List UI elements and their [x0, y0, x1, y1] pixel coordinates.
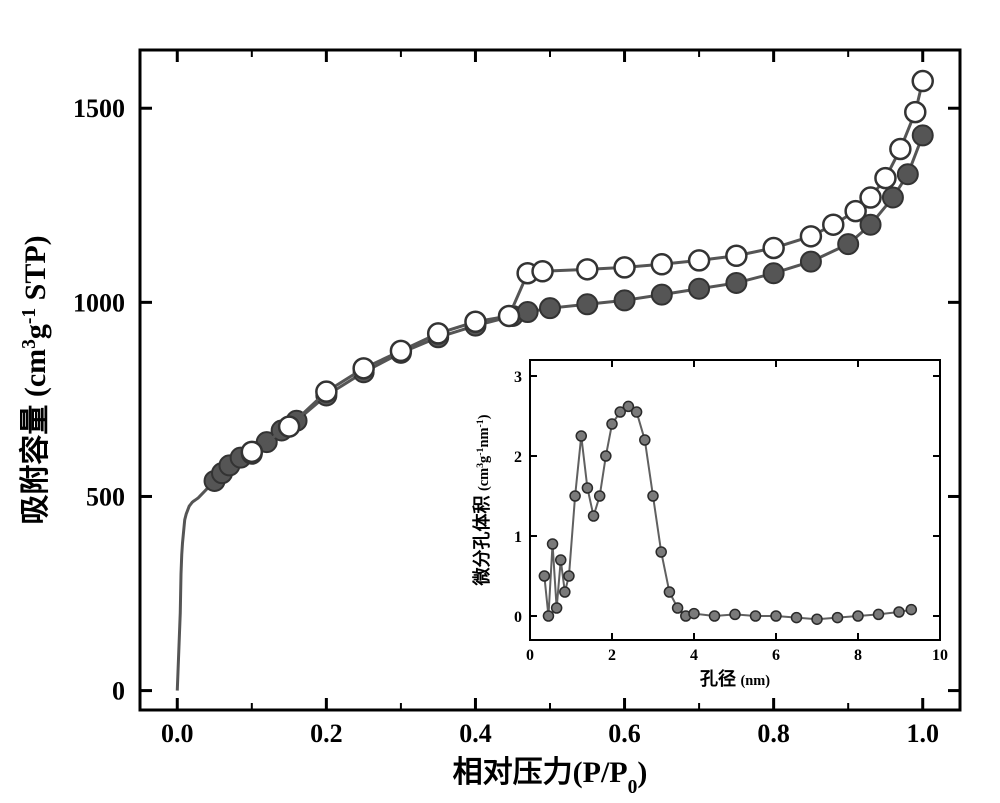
chart-svg: 0.00.20.40.60.81.0050010001500相对压力(P/P0)…: [0, 0, 1000, 803]
inset-marker: [874, 609, 884, 619]
adsorption-marker: [518, 302, 538, 322]
xtick-label: 0.6: [608, 719, 641, 748]
xtick-label: 0.8: [757, 719, 790, 748]
inset-xtick-label: 4: [690, 647, 698, 664]
inset-marker: [560, 587, 570, 597]
inset-marker: [539, 571, 549, 581]
desorption-marker: [428, 323, 448, 343]
desorption-marker: [890, 139, 910, 159]
inset-marker: [548, 539, 558, 549]
adsorption-marker: [801, 252, 821, 272]
inset-marker: [771, 611, 781, 621]
inset-xtick-label: 2: [608, 647, 616, 664]
inset-xtick-label: 0: [526, 647, 534, 664]
inset-marker: [894, 607, 904, 617]
ytick-label: 1500: [73, 94, 125, 123]
xtick-label: 0.4: [459, 719, 492, 748]
inset-ytick-label: 2: [514, 449, 522, 466]
desorption-marker: [861, 188, 881, 208]
inset-xtick-label: 8: [854, 647, 862, 664]
inset-xtick-label: 10: [932, 647, 948, 664]
desorption-marker: [465, 312, 485, 332]
adsorption-marker: [764, 263, 784, 283]
desorption-marker: [875, 168, 895, 188]
inset-marker: [607, 419, 617, 429]
inset-marker: [570, 491, 580, 501]
inset-marker: [564, 571, 574, 581]
adsorption-marker: [726, 273, 746, 293]
inset-marker: [853, 611, 863, 621]
desorption-marker: [615, 257, 635, 277]
desorption-marker: [689, 250, 709, 270]
inset-marker: [656, 547, 666, 557]
desorption-marker: [801, 226, 821, 246]
desorption-marker: [242, 442, 262, 462]
ytick-label: 500: [86, 482, 125, 511]
inset-marker: [556, 555, 566, 565]
adsorption-marker: [883, 188, 903, 208]
inset-marker: [833, 613, 843, 623]
adsorption-marker: [540, 298, 560, 318]
desorption-marker: [391, 341, 411, 361]
inset-marker: [648, 491, 658, 501]
adsorption-marker: [689, 279, 709, 299]
inset-marker: [582, 483, 592, 493]
adsorption-marker: [838, 234, 858, 254]
desorption-marker: [726, 246, 746, 266]
inset-marker: [589, 511, 599, 521]
ytick-label: 0: [112, 677, 125, 706]
desorption-marker: [279, 417, 299, 437]
adsorption-marker: [652, 285, 672, 305]
inset-marker: [552, 603, 562, 613]
xtick-label: 1.0: [906, 719, 939, 748]
desorption-marker: [764, 238, 784, 258]
inset-marker: [710, 611, 720, 621]
inset-marker: [792, 613, 802, 623]
xtick-label: 0.0: [161, 719, 194, 748]
inset-marker: [632, 407, 642, 417]
inset-ytick-label: 1: [514, 529, 522, 546]
inset-marker: [730, 609, 740, 619]
desorption-marker: [316, 382, 336, 402]
inset-ytick-label: 0: [514, 609, 522, 626]
adsorption-marker: [898, 164, 918, 184]
desorption-marker: [354, 358, 374, 378]
inset-marker: [689, 609, 699, 619]
inset-marker: [601, 451, 611, 461]
inset-marker: [751, 611, 761, 621]
desorption-marker: [499, 306, 519, 326]
adsorption-marker: [913, 125, 933, 145]
inset-xtick-label: 6: [772, 647, 780, 664]
y-axis-label: 吸附容量 (cm3g-1 STP): [19, 235, 53, 524]
ytick-label: 1000: [73, 288, 125, 317]
desorption-marker: [905, 102, 925, 122]
desorption-marker: [913, 71, 933, 91]
inset-marker: [673, 603, 683, 613]
adsorption-marker: [577, 294, 597, 314]
desorption-marker: [577, 259, 597, 279]
desorption-marker: [652, 254, 672, 274]
x-axis-label: 相对压力(P/P0): [453, 756, 648, 798]
inset-marker: [576, 431, 586, 441]
xtick-label: 0.2: [310, 719, 343, 748]
inset-marker: [640, 435, 650, 445]
desorption-marker: [823, 215, 843, 235]
inset-frame: [530, 360, 940, 640]
inset-marker: [664, 587, 674, 597]
inset-marker: [543, 611, 553, 621]
inset-ytick-label: 3: [514, 369, 522, 386]
desorption-marker: [533, 261, 553, 281]
inset-marker: [812, 614, 822, 624]
chart-container: 0.00.20.40.60.81.0050010001500相对压力(P/P0)…: [0, 0, 1000, 803]
inset-marker: [595, 491, 605, 501]
inset-marker: [906, 605, 916, 615]
adsorption-marker: [615, 290, 635, 310]
